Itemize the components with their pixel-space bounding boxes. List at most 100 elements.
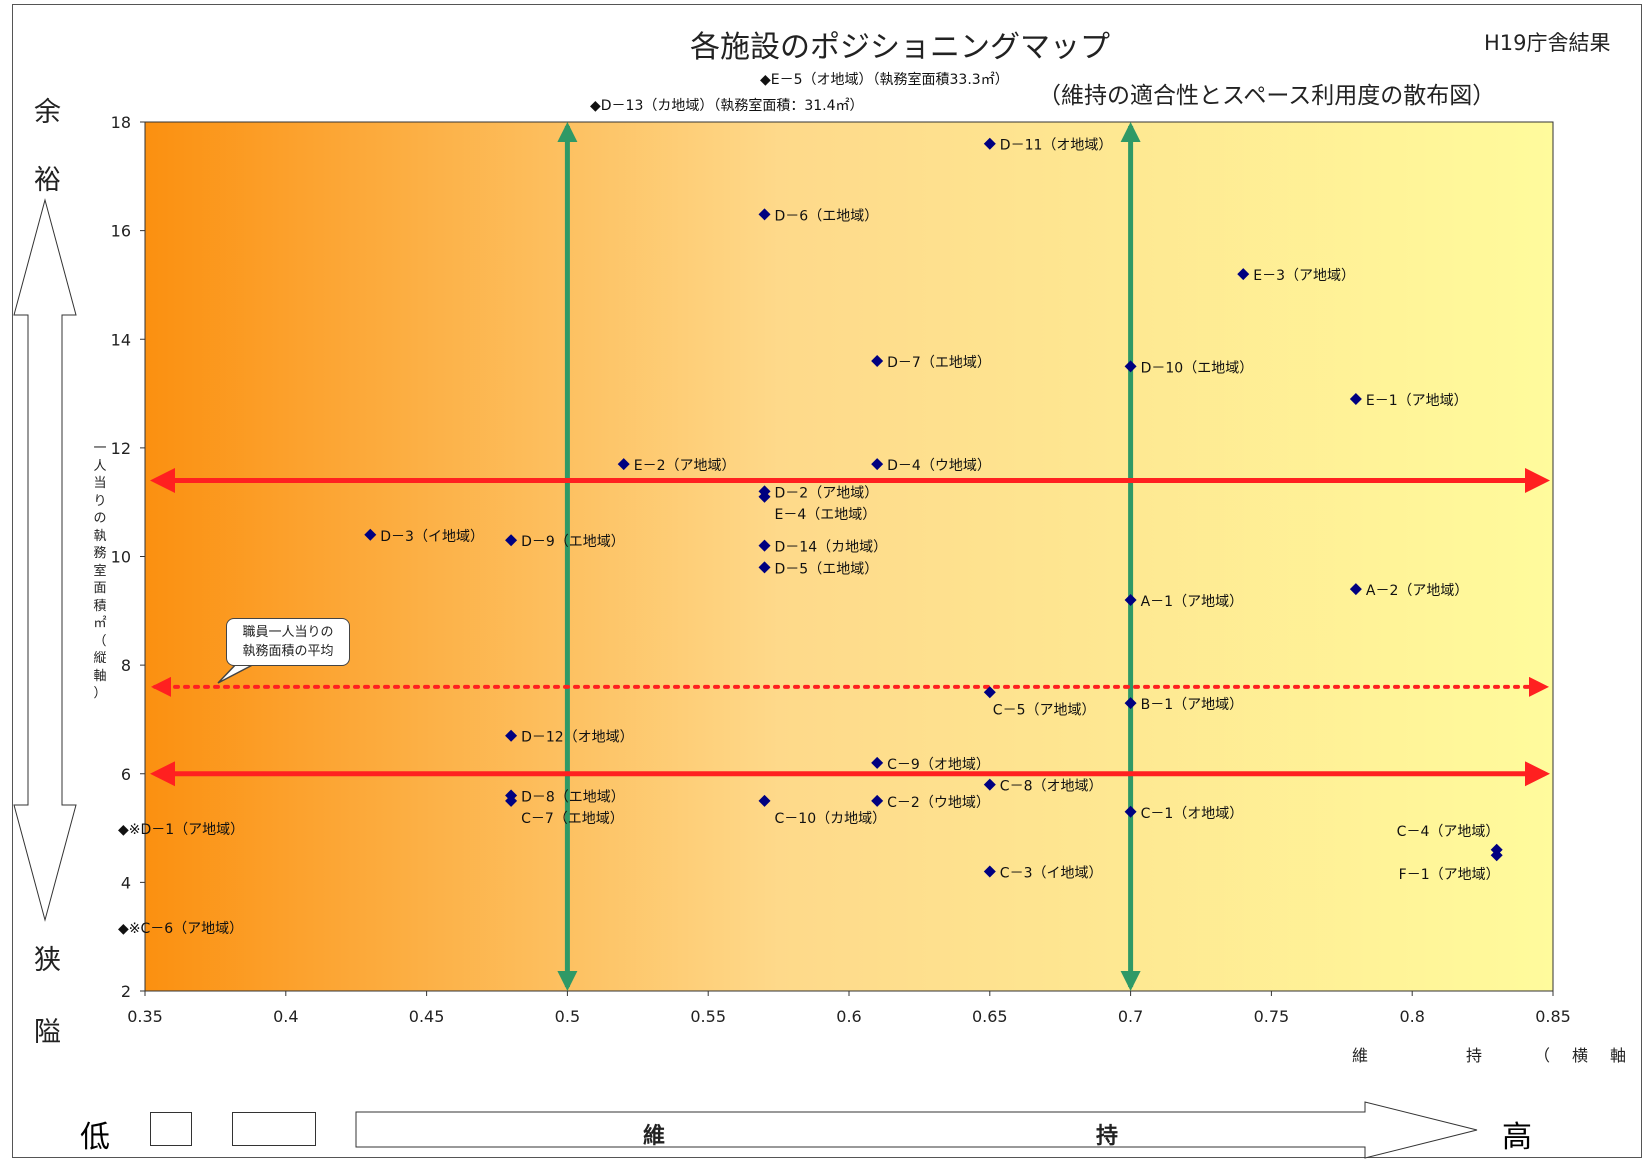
- data-point-label: C－10（カ地域）: [775, 811, 887, 827]
- data-point-label: D－3（イ地域）: [380, 529, 484, 545]
- y-tick-label: 2: [121, 982, 131, 1001]
- out-of-range-note: ◆※D－1（ア地域）: [118, 822, 244, 838]
- low-label: 低: [80, 1120, 110, 1155]
- out-of-range-note: ◆E－5（オ地域）（執務室面積33.3㎡）: [760, 71, 1009, 88]
- data-point-label: D－8（エ地域）: [521, 789, 625, 805]
- data-point-marker: [758, 208, 771, 221]
- data-point-label: C－5（ア地域）: [993, 702, 1096, 718]
- data-point-label: D－5（エ地域）: [775, 561, 879, 577]
- side-top-char-2: 裕: [34, 165, 61, 196]
- average-callout: 職員一人当りの 執務面積の平均: [226, 618, 350, 666]
- y-axis-label-char: 執: [93, 528, 107, 544]
- y-tick-label: 14: [111, 330, 131, 349]
- data-point-label: C－1（オ地域）: [1141, 806, 1244, 822]
- y-axis-label-char: ㎡: [93, 616, 107, 631]
- blank-box-1: [150, 1112, 192, 1146]
- chart-title: 各施設のポジショニングマップ: [690, 30, 1110, 65]
- out-of-range-note: ◆※C－6（ア地域）: [118, 921, 243, 937]
- y-tick-label: 18: [111, 113, 131, 132]
- y-axis-label-char: 人: [93, 458, 107, 474]
- data-point-label: C－8（オ地域）: [1000, 779, 1103, 795]
- data-point-label: D－12（オ地域）: [521, 730, 634, 746]
- data-point-label: D－6（エ地域）: [775, 208, 879, 224]
- arrow-char-2: 持: [1096, 1124, 1119, 1149]
- data-point-label: D－9（エ地域）: [521, 534, 625, 550]
- side-bottom-char-2: 隘: [34, 1017, 61, 1048]
- data-point-marker: [1237, 268, 1250, 281]
- data-point-marker: [1124, 593, 1137, 606]
- data-point-label: D－10（エ地域）: [1141, 360, 1254, 376]
- data-point-marker: [1349, 583, 1362, 596]
- data-point-label: C－3（イ地域）: [1000, 866, 1103, 882]
- x-tick-label: 0.35: [127, 1007, 163, 1026]
- data-point-marker: [983, 778, 996, 791]
- x-tick-label: 0.85: [1535, 1007, 1571, 1026]
- data-point-marker: [871, 756, 884, 769]
- y-tick-label: 6: [121, 765, 131, 784]
- x-tick-label: 0.65: [972, 1007, 1008, 1026]
- out-of-range-note: ◆D－13（カ地域）（執務室面積：31.4㎡）: [590, 97, 864, 114]
- y-axis-label-char: 軸: [93, 668, 107, 684]
- plot-area: [144, 121, 1554, 992]
- data-point-marker: [1124, 360, 1137, 373]
- data-point-marker: [758, 490, 771, 503]
- data-point-marker: [1490, 849, 1503, 862]
- x-tick-label: 0.4: [273, 1007, 298, 1026]
- x-tick-label: 0.5: [555, 1007, 580, 1026]
- arrow-char-1: 維: [643, 1124, 666, 1149]
- y-tick-label: 10: [111, 548, 131, 567]
- y-axis-label-char: 務: [93, 546, 107, 561]
- data-point-marker: [1124, 805, 1137, 818]
- data-point-marker: [505, 794, 518, 807]
- y-axis-label-char: り: [93, 493, 107, 509]
- chart-frame: [12, 4, 1642, 1158]
- data-point-label: E－1（ア地域）: [1366, 393, 1468, 409]
- blank-box-2: [232, 1112, 316, 1146]
- data-point-label: A－1（ア地域）: [1141, 594, 1243, 610]
- y-axis-label-char: の: [93, 511, 107, 526]
- data-point-label: E－3（ア地域）: [1253, 268, 1355, 284]
- data-point-marker: [758, 561, 771, 574]
- data-point-label: D－11（オ地域）: [1000, 138, 1113, 154]
- data-point-marker: [758, 539, 771, 552]
- high-label: 高: [1502, 1120, 1532, 1155]
- data-point-label: E－2（ア地域）: [634, 458, 736, 474]
- data-point-marker: [364, 528, 377, 541]
- y-axis-label-char: 室: [93, 563, 107, 579]
- callout-line-1: 職員一人当りの: [242, 625, 334, 640]
- y-tick-label: 4: [121, 873, 131, 892]
- x-tick-label: 0.8: [1399, 1007, 1424, 1026]
- y-axis-label-char: 積: [93, 598, 107, 614]
- y-axis-label-char: 当: [93, 476, 107, 491]
- y-axis-label-char: 一: [93, 441, 107, 456]
- data-points: D－11（オ地域） D－6（エ地域） E－3（ア地域） D－7（エ地域） D－10（エ地…: [364, 137, 1503, 883]
- data-point-label: C－7（エ地域）: [521, 811, 624, 827]
- data-point-marker: [617, 458, 630, 471]
- data-point-marker: [983, 865, 996, 878]
- x-tick-label: 0.75: [1254, 1007, 1290, 1026]
- side-bottom-char-1: 狭: [34, 945, 61, 976]
- data-point-label: A－2（ア地域）: [1366, 583, 1468, 599]
- data-point-label: B－1（ア地域）: [1141, 697, 1244, 713]
- data-point-marker: [505, 534, 518, 547]
- data-point-marker: [758, 794, 771, 807]
- x-axis-label: 維 持 （横軸）: [1352, 1046, 1646, 1065]
- out-of-range-notes: ◆E－5（オ地域）（執務室面積33.3㎡） ◆D－13（カ地域）（執務室面積：31…: [118, 71, 1009, 937]
- data-point-marker: [871, 458, 884, 471]
- x-tick-label: 0.6: [836, 1007, 861, 1026]
- vertical-double-arrow: [13, 198, 77, 922]
- horizontal-arrow: [355, 1101, 1478, 1159]
- y-tick-label: 16: [111, 222, 131, 241]
- data-point-label: F－1（ア地域）: [1399, 867, 1500, 883]
- y-tick-label: 12: [111, 439, 131, 458]
- y-axis-label-char: 縦: [93, 651, 107, 666]
- data-point-marker: [871, 354, 884, 367]
- data-point-label: C－2（ウ地域）: [887, 795, 990, 811]
- side-top-char-1: 余: [34, 97, 61, 128]
- data-point-label: D－4（ウ地域）: [887, 458, 991, 474]
- data-point-label: D－14（カ地域）: [775, 540, 888, 556]
- data-point-label: E－4（エ地域）: [775, 507, 877, 523]
- chart-subtitle: （維持の適合性とスペース利用度の散布図）: [1038, 83, 1496, 109]
